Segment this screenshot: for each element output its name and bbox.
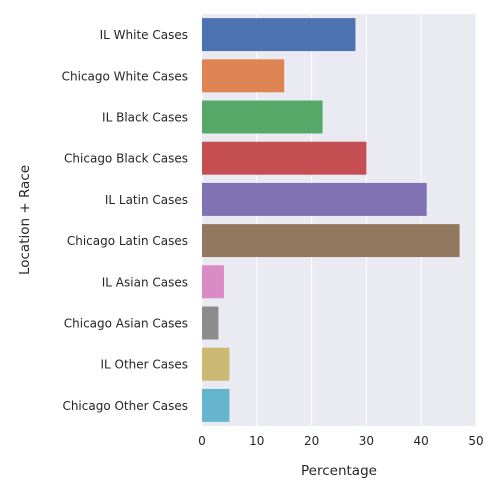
bar bbox=[202, 388, 230, 422]
y-tick-label: Chicago Other Cases bbox=[62, 399, 188, 413]
x-tick-label: 10 bbox=[249, 434, 264, 448]
bar bbox=[202, 59, 285, 93]
y-tick-label: Chicago Latin Cases bbox=[67, 234, 188, 248]
y-tick-label: Chicago Black Cases bbox=[64, 152, 188, 166]
y-tick-label: Chicago White Cases bbox=[62, 69, 188, 83]
y-tick-label: IL Other Cases bbox=[100, 358, 188, 372]
x-tick-label: 0 bbox=[198, 434, 206, 448]
y-tick-label: Chicago Asian Cases bbox=[64, 317, 188, 331]
bar bbox=[202, 265, 224, 299]
bar bbox=[202, 182, 427, 216]
x-tick-label: 40 bbox=[414, 434, 429, 448]
x-tick-label: 50 bbox=[468, 434, 483, 448]
x-tick-label: 20 bbox=[304, 434, 319, 448]
x-tick-label: 30 bbox=[359, 434, 374, 448]
x-axis-label: Percentage bbox=[301, 463, 377, 479]
y-axis-label: Location + Race bbox=[17, 165, 33, 275]
bar bbox=[202, 347, 230, 381]
y-tick-label: IL White Cases bbox=[100, 28, 188, 42]
bar bbox=[202, 18, 356, 52]
y-tick-label: IL Asian Cases bbox=[102, 275, 188, 289]
x-tick-labels: 0 10 20 30 40 50 bbox=[198, 434, 483, 448]
bars bbox=[202, 18, 460, 422]
y-tick-label: IL Black Cases bbox=[102, 111, 188, 125]
y-tick-labels: IL White Cases Chicago White Cases IL Blac… bbox=[62, 28, 188, 413]
bar bbox=[202, 141, 367, 175]
bar bbox=[202, 224, 460, 258]
y-tick-label: IL Latin Cases bbox=[105, 193, 188, 207]
bar bbox=[202, 100, 323, 134]
bar bbox=[202, 306, 219, 340]
